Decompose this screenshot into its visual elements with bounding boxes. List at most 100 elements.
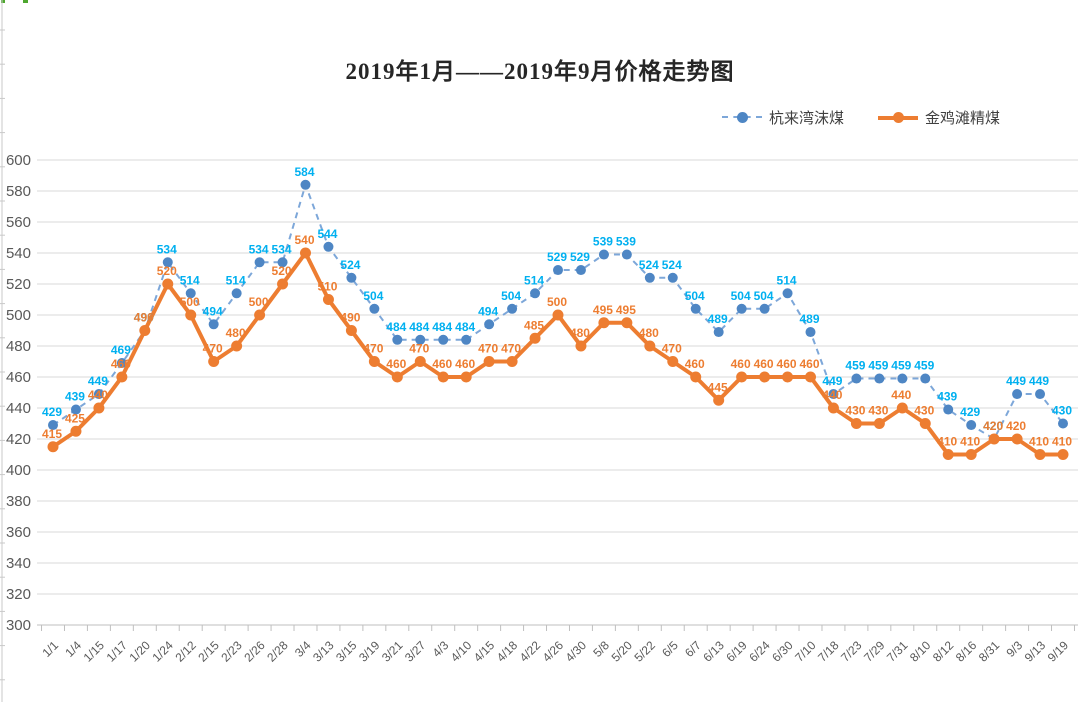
x-axis-label: 2/28 [264, 638, 291, 665]
legend-item-series0[interactable]: 杭来湾沫煤 [722, 107, 844, 128]
data-label: 490 [134, 311, 154, 325]
data-point [851, 373, 862, 384]
data-point [873, 418, 885, 429]
solid-line-marker-icon [878, 111, 919, 124]
data-point [415, 334, 426, 345]
data-label: 524 [639, 258, 659, 272]
data-label: 459 [868, 359, 888, 373]
data-label: 425 [65, 411, 85, 425]
data-point [507, 303, 518, 314]
y-axis-label: 300 [6, 617, 31, 634]
data-point [437, 371, 449, 383]
data-label: 504 [363, 289, 383, 303]
data-point [552, 309, 564, 321]
data-point [1057, 449, 1069, 460]
x-axis-label: 2/23 [218, 638, 245, 665]
data-point [874, 373, 885, 384]
data-label: 484 [432, 320, 452, 334]
x-axis-label: 5/8 [590, 638, 612, 660]
x-axis-label: 1/1 [39, 638, 61, 660]
data-label: 489 [708, 312, 728, 326]
data-label: 410 [960, 435, 980, 449]
data-point [277, 257, 288, 268]
data-label: 494 [478, 304, 498, 318]
x-axis-label: 6/13 [700, 638, 727, 665]
data-label: 514 [180, 273, 200, 287]
x-axis-label: 8/10 [907, 638, 934, 665]
legend-item-series1[interactable]: 金鸡滩精煤 [878, 107, 1000, 128]
data-label: 520 [272, 264, 292, 278]
data-label: 460 [455, 357, 475, 371]
data-label: 429 [42, 405, 62, 419]
data-label: 524 [662, 258, 682, 272]
data-label: 490 [340, 311, 360, 325]
x-axis-label: 4/10 [448, 638, 475, 665]
data-point [93, 389, 104, 400]
data-point [438, 334, 449, 345]
x-axis-label: 5/20 [609, 638, 636, 665]
x-axis-label: 1/4 [62, 638, 84, 660]
x-axis-label: 2/26 [241, 638, 268, 665]
data-label: 420 [983, 419, 1003, 433]
data-label: 544 [317, 227, 337, 241]
data-label: 524 [340, 258, 360, 272]
data-label: 504 [685, 289, 705, 303]
data-label: 504 [731, 289, 751, 303]
data-point [254, 257, 265, 268]
data-label: 449 [88, 374, 108, 388]
data-label: 449 [1029, 374, 1049, 388]
y-axis-label: 400 [6, 462, 31, 479]
y-axis-label: 560 [6, 214, 31, 231]
x-axis-label: 3/15 [333, 638, 360, 665]
y-axis-label: 340 [6, 555, 31, 572]
data-point [116, 358, 127, 369]
data-point [988, 433, 1000, 445]
dashed-line-marker-icon [722, 111, 762, 124]
data-point [530, 288, 541, 299]
data-label: 540 [294, 233, 314, 247]
data-point [713, 327, 724, 338]
y-axis-label: 500 [6, 307, 31, 324]
x-axis-label: 3/19 [356, 638, 383, 665]
data-label: 460 [386, 357, 406, 371]
x-axis-label: 8/12 [930, 638, 957, 665]
data-label: 500 [547, 295, 567, 309]
data-label: 514 [226, 273, 246, 287]
data-label: 539 [616, 235, 636, 249]
x-axis-label: 2/12 [172, 638, 199, 665]
data-point [208, 356, 220, 367]
y-axis-label: 320 [6, 586, 31, 603]
data-point [966, 420, 977, 431]
x-axis-label: 5/22 [632, 638, 659, 665]
data-label: 430 [868, 404, 888, 418]
data-point [369, 303, 380, 314]
x-axis-label: 9/19 [1045, 638, 1072, 665]
data-label: 500 [249, 295, 269, 309]
x-axis-label: 4/26 [540, 638, 567, 665]
x-axis-label: 1/24 [149, 638, 176, 665]
data-label: 410 [1052, 435, 1072, 449]
data-label: 485 [524, 318, 544, 332]
data-label: 440 [88, 388, 108, 402]
data-label: 460 [685, 357, 705, 371]
data-label: 504 [501, 289, 521, 303]
data-label: 440 [891, 388, 911, 402]
data-label: 534 [249, 242, 269, 256]
data-point [621, 249, 632, 260]
data-point [529, 332, 541, 344]
data-label: 460 [799, 357, 819, 371]
data-point [47, 441, 59, 453]
x-axis-label: 6/24 [746, 638, 773, 665]
data-point [185, 309, 197, 321]
data-point [1035, 389, 1046, 400]
x-axis-label: 6/7 [682, 638, 704, 660]
data-label: 529 [570, 250, 590, 264]
data-label: 420 [1006, 419, 1026, 433]
data-point [70, 425, 82, 437]
data-point [850, 418, 862, 429]
data-point [644, 272, 655, 283]
data-point [920, 373, 931, 384]
data-label: 439 [937, 390, 957, 404]
